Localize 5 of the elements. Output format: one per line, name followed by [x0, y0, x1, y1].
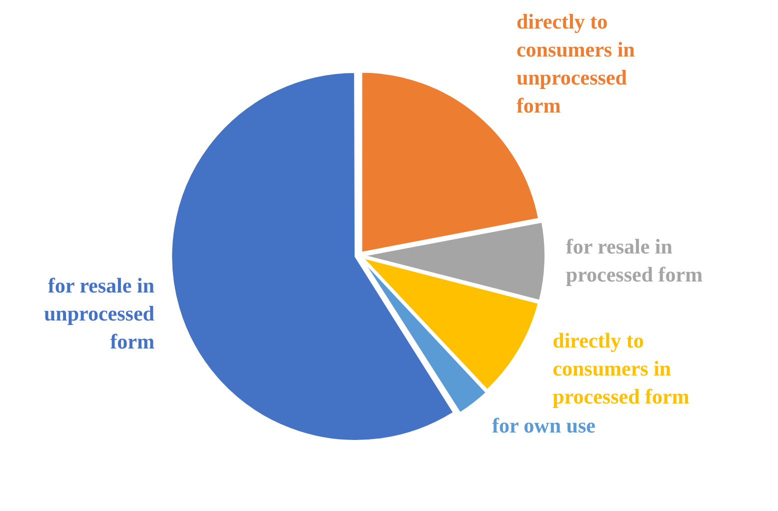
slice-label: directly to consumers in processed form: [552, 328, 690, 408]
slice-label: for resale in unprocessed form: [44, 273, 155, 354]
slice-label: directly to consumers in unprocessed form: [516, 10, 636, 118]
slice-label: for own use: [492, 413, 596, 438]
slice-label: for resale in processed form: [566, 234, 704, 286]
